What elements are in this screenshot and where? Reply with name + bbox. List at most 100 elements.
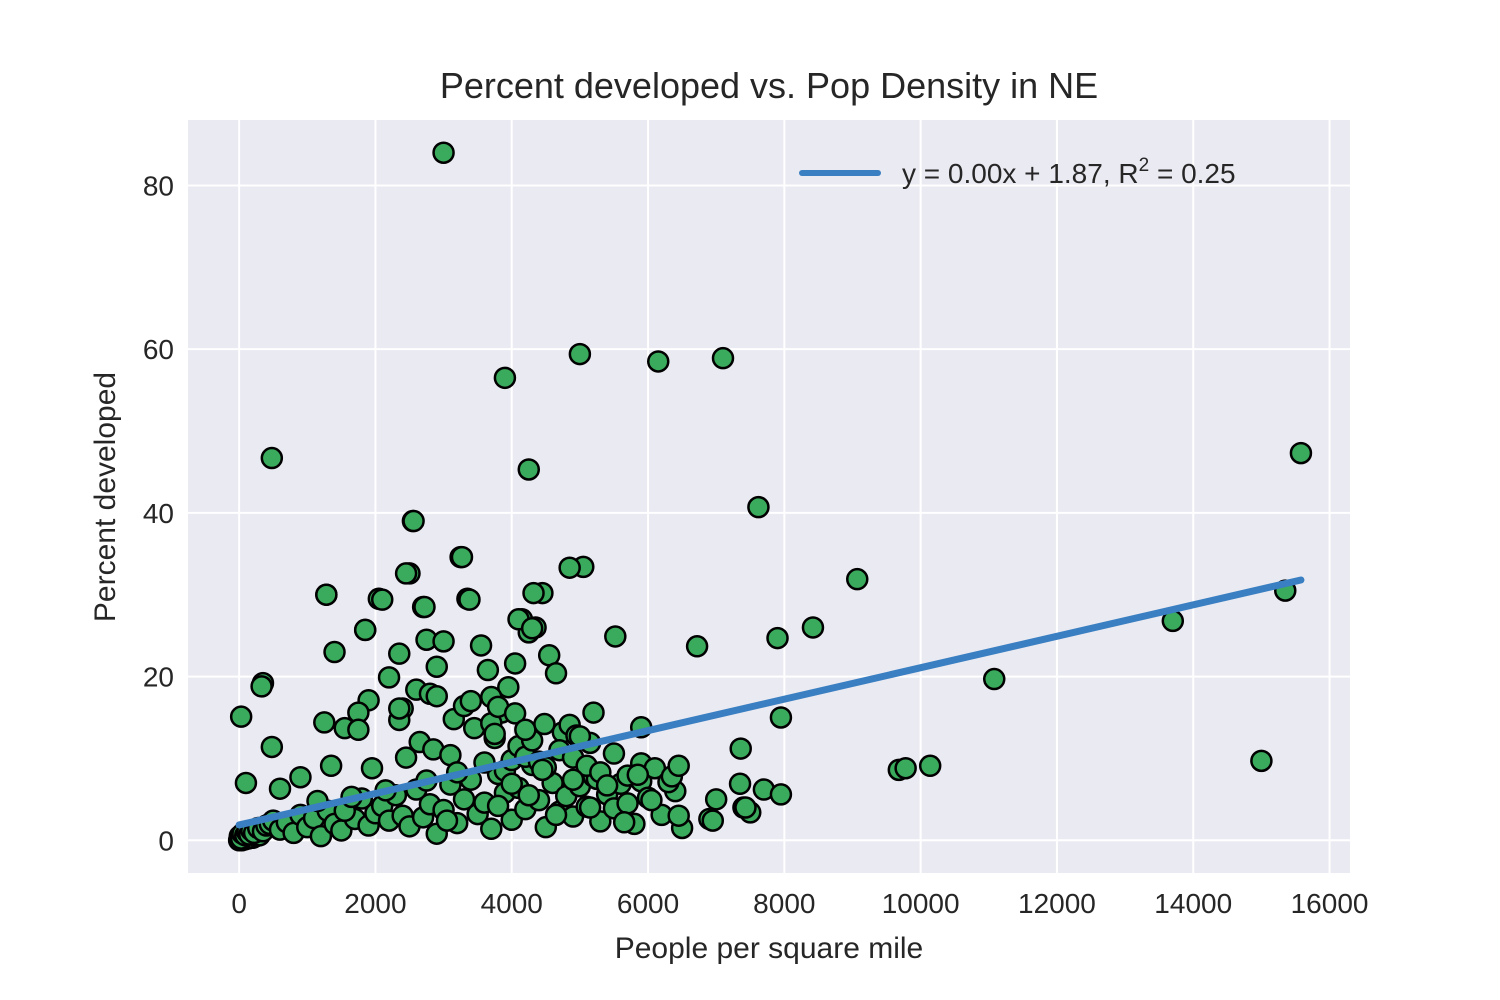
data-point (918, 754, 942, 778)
legend-label-main: y = 0.00x + 1.87, R (902, 158, 1139, 189)
fit-line-layer (235, 576, 1305, 829)
data-point (894, 756, 917, 780)
data-point (347, 718, 370, 742)
x-tick-label: 2000 (344, 888, 406, 919)
data-point (394, 746, 418, 769)
x-tick-label: 14000 (1154, 888, 1232, 919)
data-point (486, 794, 510, 818)
data-point (531, 758, 554, 782)
data-point (377, 666, 401, 689)
data-point (388, 697, 411, 720)
x-tick-label: 0 (231, 888, 247, 919)
data-point (595, 774, 619, 797)
data-point (425, 684, 449, 708)
data-point (704, 788, 728, 811)
x-tick-label: 4000 (481, 888, 543, 919)
fit-line (235, 576, 1305, 829)
y-tick-label: 60 (143, 334, 174, 365)
data-point (747, 495, 770, 519)
legend: y = 0.00x + 1.87, R2 = 0.25 (799, 155, 1236, 189)
x-axis-label: People per square mile (615, 932, 924, 965)
y-tick-label: 80 (143, 170, 174, 201)
data-point (432, 630, 455, 653)
data-point (497, 675, 520, 699)
data-point (568, 342, 592, 366)
data-point (667, 754, 690, 778)
data-point (432, 141, 455, 164)
data-point (268, 777, 292, 800)
data-point (1250, 749, 1273, 773)
data-point (388, 642, 411, 665)
data-point (729, 737, 752, 760)
data-point (544, 803, 568, 827)
data-point (313, 711, 336, 734)
data-point (769, 706, 793, 729)
data-point (604, 625, 627, 648)
data-point (234, 771, 258, 795)
x-tick-label: 16000 (1291, 888, 1369, 919)
data-point (801, 616, 825, 639)
data-point (544, 662, 568, 685)
data-point (413, 595, 436, 619)
y-tick-label: 20 (143, 662, 174, 693)
data-point (766, 626, 789, 650)
legend-label-superscript: 2 (1139, 155, 1150, 176)
data-point (503, 702, 527, 725)
data-point (503, 652, 527, 675)
data-point (517, 458, 541, 481)
data-point (616, 792, 639, 815)
chart-title: Percent developed vs. Pop Density in NE (440, 65, 1098, 106)
data-point (1289, 441, 1313, 465)
data-point (612, 811, 636, 834)
data-point (701, 809, 725, 832)
data-point (483, 722, 506, 746)
data-point (728, 772, 752, 796)
data-point (250, 675, 273, 698)
x-tick-label: 6000 (617, 888, 679, 919)
data-point (323, 640, 346, 664)
data-point (522, 581, 545, 605)
data-point (769, 783, 793, 806)
x-tick-label: 12000 (1018, 888, 1096, 919)
y-tick-label: 0 (158, 825, 174, 856)
data-point (370, 588, 394, 611)
y-tick-label: 40 (143, 498, 174, 529)
data-point (982, 667, 1006, 691)
data-point (533, 712, 556, 736)
data-point (319, 754, 343, 778)
x-tick-labels: 0 2000 4000 6000 8000 10000 12000 14000 16000 (231, 888, 1368, 919)
x-tick-label: 10000 (882, 888, 960, 919)
data-point (260, 735, 284, 759)
data-point (846, 567, 869, 591)
data-point (578, 796, 602, 819)
data-point (459, 689, 483, 713)
data-point (517, 783, 541, 807)
data-point (626, 763, 650, 787)
data-point (476, 658, 500, 682)
data-point (402, 509, 425, 533)
plot-area (188, 120, 1350, 873)
data-point (647, 350, 670, 373)
data-point (514, 718, 537, 742)
data-point (561, 768, 585, 791)
data-point (640, 788, 663, 812)
data-point (500, 772, 523, 796)
data-point (315, 583, 338, 606)
legend-label: y = 0.00x + 1.87, R2 = 0.25 (902, 155, 1236, 189)
legend-label-suffix: = 0.25 (1149, 158, 1235, 189)
data-point (289, 765, 312, 789)
y-axis-label: Percent developed (89, 372, 122, 622)
data-point (520, 617, 544, 640)
data-point (667, 804, 690, 827)
data-point (469, 634, 493, 657)
data-point (711, 346, 735, 370)
data-point (602, 742, 626, 765)
data-point (425, 655, 449, 678)
data-point (458, 588, 481, 611)
data-point (435, 809, 459, 832)
data-point (685, 635, 709, 658)
data-point (558, 556, 581, 579)
data-point (360, 756, 384, 780)
data-point (734, 796, 757, 819)
